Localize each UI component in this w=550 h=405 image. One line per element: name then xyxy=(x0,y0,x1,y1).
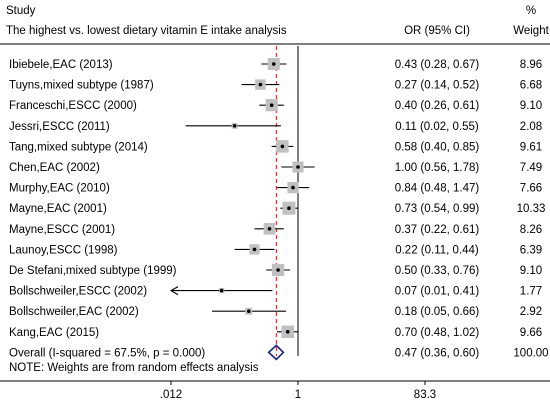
x-tick-label: .012 xyxy=(160,389,182,401)
point-estimate xyxy=(276,268,280,272)
study-row: Tang,mixed subtype (2014) 0.58 (0.40, 0.8… xyxy=(9,140,542,153)
point-estimate xyxy=(287,206,291,210)
weight-value: 6.68 xyxy=(520,80,542,92)
point-estimate xyxy=(252,247,257,252)
weight-value: 8.26 xyxy=(520,224,542,236)
weight-value: 2.92 xyxy=(520,306,542,318)
study-row: Mayne,ESCC (2001) 0.37 (0.22, 0.61) 8.26 xyxy=(9,222,542,236)
or-ci-value: 0.37 (0.22, 0.61) xyxy=(395,224,480,236)
study-row: Tuyns,mixed subtype (1987) 0.27 (0.14, 0.… xyxy=(9,79,542,92)
study-label: Jessri,ESCC (2011) xyxy=(9,121,110,133)
study-label: Bollschweiler,EAC (2002) xyxy=(9,306,139,318)
study-label: Chen,EAC (2002) xyxy=(9,162,100,174)
point-estimate xyxy=(291,185,295,190)
point-estimate xyxy=(296,165,300,169)
or-ci-value: 0.27 (0.14, 0.52) xyxy=(395,80,480,92)
reference-lines xyxy=(275,46,299,356)
or-ci-value: 1.00 (0.56, 1.78) xyxy=(395,162,480,174)
analysis-title: The highest vs. lowest dietary vitamin E… xyxy=(6,25,287,37)
or-ci-value: 0.73 (0.54, 0.99) xyxy=(395,203,480,215)
weight-value: 9.10 xyxy=(520,100,542,112)
x-tick-label: 1 xyxy=(295,389,301,401)
or-ci-header: OR (95% CI) xyxy=(404,25,470,37)
overall-row: Overall (I-squared = 67.5%, p = 0.000) 0.… xyxy=(9,344,549,361)
weight-value: 2.08 xyxy=(520,121,542,133)
overall-or-ci-value: 0.47 (0.36, 0.60) xyxy=(395,347,480,359)
study-row: Ibiebele,EAC (2013) 0.43 (0.28, 0.67) 8.96 xyxy=(9,57,542,71)
study-row: Mayne,EAC (2001) 0.73 (0.54, 0.99) 10.33 xyxy=(9,201,546,215)
overall-diamond xyxy=(267,344,285,361)
point-estimate xyxy=(246,309,251,314)
weight-value: 9.66 xyxy=(520,327,542,339)
point-estimate xyxy=(258,82,263,87)
study-row: Jessri,ESCC (2011) 0.11 (0.02, 0.55) 2.08 xyxy=(9,121,542,133)
study-label: Ibiebele,EAC (2013) xyxy=(9,59,113,71)
study-row: Launoy,ESCC (1998) 0.22 (0.11, 0.44) 6.39 xyxy=(9,244,542,256)
or-ci-value: 0.84 (0.48, 1.47) xyxy=(395,183,480,195)
overall-label: Overall (I-squared = 67.5%, p = 0.000) xyxy=(9,347,205,359)
study-label: Kang,EAC (2015) xyxy=(9,327,99,339)
study-label: Bollschweiler,ESCC (2002) xyxy=(9,286,147,298)
or-ci-value: 0.58 (0.40, 0.85) xyxy=(395,141,480,153)
weight-header: Weight xyxy=(513,25,549,37)
study-row: Franceschi,ESCC (2000) 0.40 (0.26, 0.61) 9… xyxy=(9,99,542,112)
weight-value: 7.49 xyxy=(520,162,542,174)
or-ci-value: 0.22 (0.11, 0.44) xyxy=(395,244,479,256)
ci-arrow xyxy=(169,286,179,296)
weight-value: 10.33 xyxy=(517,203,546,215)
point-estimate xyxy=(267,227,272,231)
study-row: Kang,EAC (2015) 0.70 (0.48, 1.02) 9.66 xyxy=(9,325,542,339)
point-estimate xyxy=(219,288,224,293)
study-label: Mayne,EAC (2001) xyxy=(9,203,107,215)
or-ci-value: 0.43 (0.28, 0.67) xyxy=(395,59,480,71)
point-estimate xyxy=(271,62,276,66)
or-ci-value: 0.11 (0.02, 0.55) xyxy=(395,121,479,133)
study-label: De Stefani,mixed subtype (1999) xyxy=(9,265,177,277)
or-ci-value: 0.70 (0.48, 1.02) xyxy=(395,327,480,339)
or-ci-value: 0.07 (0.01, 0.41) xyxy=(395,286,480,298)
x-tick-label: 83.3 xyxy=(414,389,436,401)
or-ci-value: 0.50 (0.33, 0.76) xyxy=(395,265,480,277)
study-column-header: Study xyxy=(6,5,36,17)
study-label: Franceschi,ESCC (2000) xyxy=(9,100,137,112)
study-row: Chen,EAC (2002) 1.00 (0.56, 1.78) 7.49 xyxy=(9,161,542,174)
weight-value: 1.77 xyxy=(520,286,542,298)
study-row: De Stefani,mixed subtype (1999) 0.50 (0.3… xyxy=(9,263,542,277)
or-ci-value: 0.40 (0.26, 0.61) xyxy=(395,100,480,112)
x-axis: .012 1 83.3 xyxy=(160,381,436,401)
study-row: Murphy,EAC (2010) 0.84 (0.48, 1.47) 7.66 xyxy=(9,182,542,195)
percent-header: % xyxy=(526,5,536,17)
weight-value: 9.10 xyxy=(520,265,542,277)
point-estimate xyxy=(280,144,285,149)
study-label: Tuyns,mixed subtype (1987) xyxy=(9,80,154,92)
study-label: Launoy,ESCC (1998) xyxy=(9,244,118,256)
weight-value: 9.61 xyxy=(520,141,542,153)
weight-value: 7.66 xyxy=(520,183,542,195)
study-row: Bollschweiler,EAC (2002) 0.18 (0.05, 0.66… xyxy=(9,306,542,318)
study-label: Mayne,ESCC (2001) xyxy=(9,224,115,236)
weight-value: 8.96 xyxy=(520,59,542,71)
weight-value: 6.39 xyxy=(520,244,542,256)
point-estimate xyxy=(285,330,290,334)
overall-weight-value: 100.00 xyxy=(513,347,548,359)
or-ci-value: 0.18 (0.05, 0.66) xyxy=(395,306,480,318)
study-rows: Ibiebele,EAC (2013) 0.43 (0.28, 0.67) 8.96… xyxy=(9,57,546,339)
point-estimate xyxy=(269,103,274,107)
study-label: Tang,mixed subtype (2014) xyxy=(9,141,148,153)
study-row: Bollschweiler,ESCC (2002) 0.07 (0.01, 0.4… xyxy=(9,286,542,298)
weights-note: NOTE: Weights are from random effects an… xyxy=(9,362,259,374)
point-estimate xyxy=(232,124,237,128)
study-label: Murphy,EAC (2010) xyxy=(9,183,110,195)
